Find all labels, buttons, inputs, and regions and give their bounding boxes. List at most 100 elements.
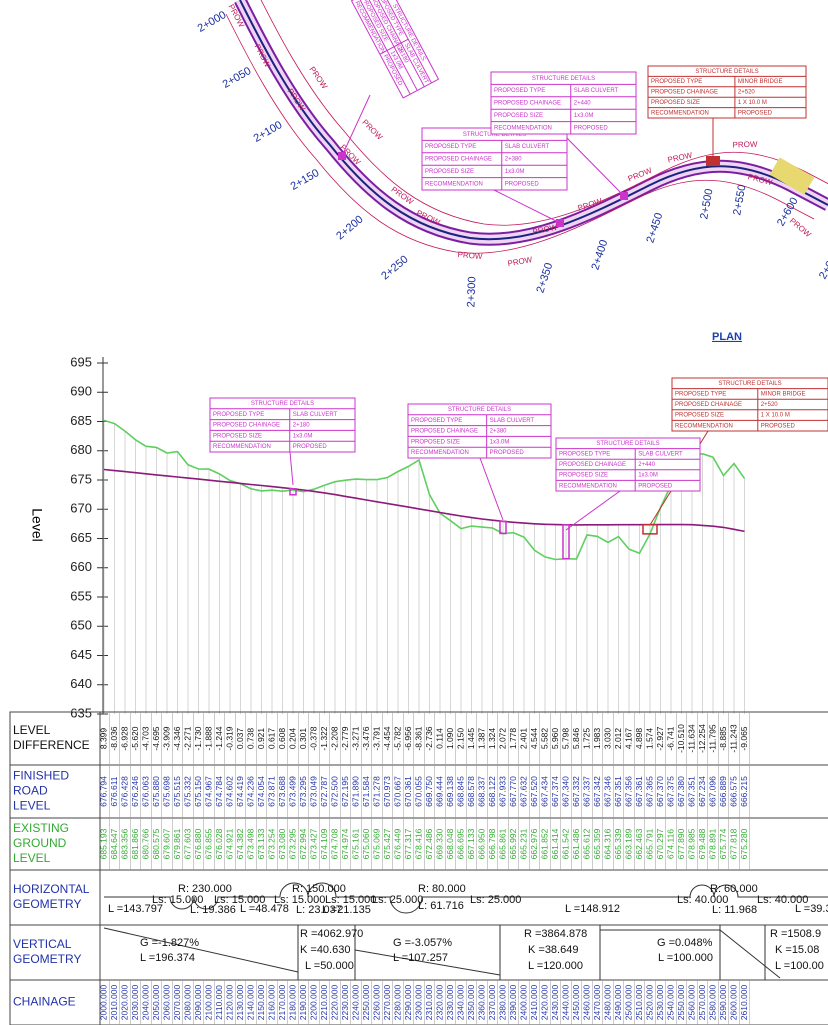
box-key: PROPOSED TYPE (411, 418, 462, 424)
cell-value: 2130.000 (235, 985, 245, 1021)
cell-value: 667.351 (686, 776, 696, 807)
cell-value: 663.189 (623, 828, 633, 859)
cell-value: 2470.000 (592, 985, 602, 1021)
geometry-label: R =3864.878 (524, 928, 587, 940)
cell-value: 667.361 (634, 776, 644, 807)
box-row-line (358, 0, 411, 95)
structure-marker (562, 524, 570, 560)
row-label: HORIZONTAL (13, 882, 90, 896)
geometry-label: K =40.630 (300, 944, 350, 956)
y-tick-label: 670 (70, 501, 92, 516)
cell-value: 1.574 (644, 728, 654, 750)
cell-value: 2200.000 (308, 985, 318, 1021)
cell-value: 0.301 (298, 728, 308, 750)
cell-value: 2410.000 (529, 985, 539, 1021)
table-frame (9, 711, 828, 1025)
cell-value: 670.973 (382, 776, 392, 807)
geometry-label: L =143.797 (108, 903, 163, 915)
cell-value: 674.382 (235, 828, 245, 859)
cell-value: 684.647 (109, 828, 119, 859)
cell-value: 674.236 (245, 776, 255, 807)
cell-value: 674.967 (203, 776, 213, 807)
geometry-label: L =39.3 (795, 903, 828, 915)
cell-value: -6.741 (665, 726, 675, 750)
plan-structure-box: STRUCTURE DETAILS PROPOSED TYPE SLAB CULVE… (490, 71, 637, 135)
cell-value: 667.340 (560, 776, 570, 807)
cell-value: 680.766 (140, 828, 150, 859)
chainage-label: 2+550 (731, 184, 748, 217)
geometry-label: L: 19.386 (190, 904, 236, 916)
cell-value: 2170.000 (277, 985, 287, 1021)
y-tick-label: 665 (70, 530, 92, 545)
cell-value: 661.414 (550, 828, 560, 859)
cell-value: -5.620 (130, 726, 140, 750)
geometry-label: G =-3.057% (393, 937, 452, 949)
row-label: LEVEL (13, 851, 51, 865)
cell-value: -3.476 (361, 726, 371, 750)
cell-value: 2320.000 (434, 985, 444, 1021)
y-tick-label: 675 (70, 471, 92, 486)
cell-value: -4.454 (382, 726, 392, 750)
cell-value: 2330.000 (445, 985, 455, 1021)
geometry-label: L =107.257 (393, 952, 448, 964)
cell-value: 675.332 (182, 776, 192, 807)
cell-value: -11.634 (686, 724, 696, 752)
cell-value: -3.271 (350, 726, 360, 750)
box-key: RECOMMENDATION (425, 181, 483, 187)
box-frame (350, 0, 440, 99)
box-value: MINOR BRIDGE (761, 391, 806, 397)
box-value: 1x3.0M (574, 113, 594, 119)
box-key: PROPOSED TYPE (675, 391, 726, 397)
box-value: 1x3.0M (490, 439, 510, 445)
cell-value: 2010.000 (109, 985, 119, 1021)
ground-line (103, 419, 746, 561)
cell-value: 667.770 (508, 776, 518, 807)
cell-value: 667.234 (697, 776, 707, 807)
cell-value: 2140.000 (245, 985, 255, 1021)
cell-value: 681.866 (130, 828, 140, 859)
box-key: PROPOSED SIZE (411, 439, 460, 445)
cell-value: 2380.000 (497, 985, 507, 1021)
cell-value: 675.069 (371, 828, 381, 859)
cell-value: 668.048 (445, 828, 455, 859)
y-tick-label: 655 (70, 588, 92, 603)
plan-structure-box: STRUCTURE DETAILS PROPOSED TYPE MINOR BRID… (647, 65, 807, 119)
box-row-line (379, 0, 432, 84)
cell-value: 2480.000 (602, 985, 612, 1021)
cell-value: 0.921 (256, 728, 266, 750)
cell-value: 2590.000 (718, 985, 728, 1021)
cell-value: 0.204 (287, 728, 297, 750)
cell-value: 673.427 (308, 828, 318, 859)
geometry-label: K =38.649 (528, 944, 578, 956)
box-value: SLAB CULVERT (505, 144, 550, 150)
box-value: 2+180 (293, 423, 311, 429)
cell-value: 2210.000 (319, 985, 329, 1021)
cell-value: 2540.000 (665, 985, 675, 1021)
box-value: PROPOSED (638, 483, 673, 489)
geometry-label: Ls: 40.000 (757, 894, 808, 906)
box-key: PROPOSED TYPE (494, 88, 545, 94)
cell-value: 662.463 (634, 828, 644, 859)
box-title: STRUCTURE DETAILS (251, 401, 314, 407)
cell-value: 2150.000 (256, 985, 266, 1021)
axis-title: Level (29, 508, 45, 541)
cell-value: 2390.000 (508, 985, 518, 1021)
cell-value: 685.193 (98, 828, 108, 859)
cell-value: 669.330 (434, 828, 444, 859)
structure-marker (289, 488, 297, 496)
cell-value: 667.356 (623, 776, 633, 807)
box-value: 2+380 (505, 157, 523, 163)
cell-value: 2280.000 (392, 985, 402, 1021)
cell-value: 673.499 (287, 776, 297, 807)
cell-value: 673.688 (277, 776, 287, 807)
cell-value: 2.012 (613, 728, 623, 750)
y-tick-label: 635 (70, 705, 92, 720)
leader (289, 451, 294, 486)
cell-value: 2570.000 (697, 985, 707, 1021)
cell-value: 669.138 (445, 776, 455, 807)
cell-value: 673.295 (287, 828, 297, 859)
cell-value: -6.956 (403, 726, 413, 750)
cell-value: 2460.000 (581, 985, 591, 1021)
prow-label: PROW (732, 140, 758, 150)
cell-value: 2350.000 (466, 985, 476, 1021)
